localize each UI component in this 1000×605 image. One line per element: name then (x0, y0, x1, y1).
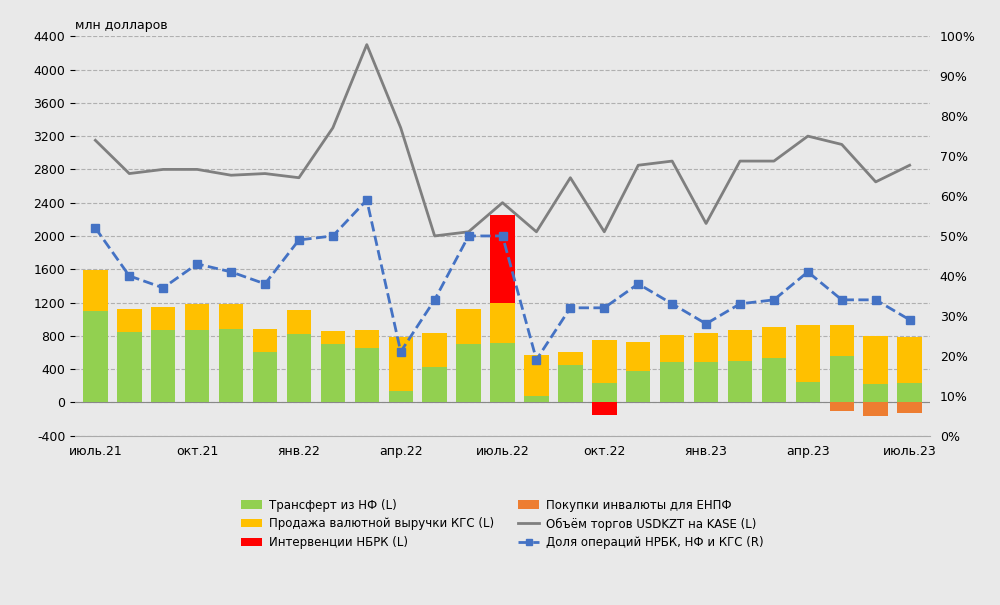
Bar (592, 402, 616, 415)
Bar (219, 329, 243, 402)
Bar (83, 311, 108, 402)
Bar (83, 270, 108, 311)
Bar (219, 304, 243, 329)
Bar (592, 340, 616, 383)
Bar (796, 382, 820, 402)
Bar (456, 344, 481, 402)
Bar (490, 215, 515, 302)
Bar (388, 391, 413, 402)
Bar (422, 333, 447, 367)
Bar (490, 343, 515, 402)
Bar (762, 358, 786, 402)
Bar (897, 402, 922, 413)
Bar (321, 344, 345, 402)
Text: млн долларов: млн долларов (75, 19, 168, 32)
Bar (287, 334, 311, 402)
Bar (863, 336, 888, 384)
Bar (388, 338, 413, 391)
Bar (456, 309, 481, 344)
Bar (626, 371, 650, 402)
Bar (185, 330, 209, 402)
Bar (728, 361, 752, 402)
Bar (830, 402, 854, 411)
Bar (490, 302, 515, 343)
Bar (863, 402, 888, 416)
Bar (830, 325, 854, 356)
Bar (660, 335, 684, 362)
Bar (796, 325, 820, 382)
Bar (117, 309, 142, 332)
Bar (762, 327, 786, 358)
Bar (524, 355, 549, 396)
Bar (897, 383, 922, 402)
Bar (558, 352, 583, 365)
Bar (321, 331, 345, 344)
Bar (694, 362, 718, 402)
Bar (253, 329, 277, 352)
Bar (422, 367, 447, 402)
Bar (626, 342, 650, 371)
Bar (117, 332, 142, 402)
Bar (151, 307, 175, 330)
Bar (694, 333, 718, 362)
Bar (660, 362, 684, 402)
Bar (524, 396, 549, 402)
Bar (355, 348, 379, 402)
Bar (897, 336, 922, 383)
Bar (558, 365, 583, 402)
Bar (863, 384, 888, 402)
Bar (253, 352, 277, 402)
Bar (728, 330, 752, 361)
Bar (830, 356, 854, 402)
Legend: Трансферт из НФ (L), Продажа валютной выручки КГС (L), Интервенции НБРК (L), Пок: Трансферт из НФ (L), Продажа валютной вы… (241, 499, 764, 549)
Bar (287, 310, 311, 334)
Bar (151, 330, 175, 402)
Bar (185, 304, 209, 330)
Bar (592, 383, 616, 402)
Bar (355, 330, 379, 348)
